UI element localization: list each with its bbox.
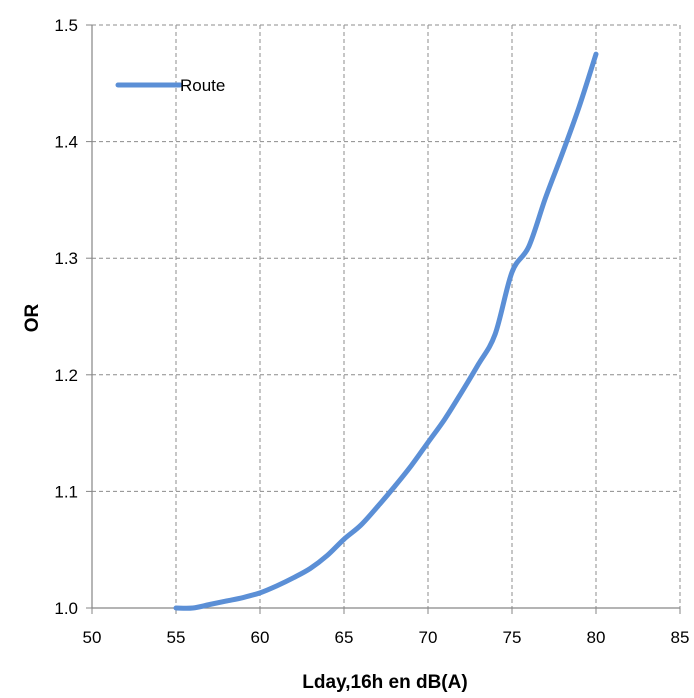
y-tick-label: 1.2 [54, 366, 78, 385]
y-axis-title: OR [22, 303, 43, 332]
gridlines [92, 24, 680, 608]
y-tick-label: 1.3 [54, 249, 78, 268]
series-layer [173, 51, 599, 611]
y-tick-label: 1.0 [54, 599, 78, 618]
y-tick-label: 1.4 [54, 133, 78, 152]
x-tick-label: 55 [167, 628, 186, 647]
x-tick-label: 70 [419, 628, 438, 647]
x-tick-label: 80 [587, 628, 606, 647]
series-line-route [173, 51, 599, 611]
x-tick-label: 60 [251, 628, 270, 647]
legend-label-route: Route [180, 76, 225, 95]
x-axis-title: Lday,16h en dB(A) [302, 672, 467, 693]
x-tick-label: 85 [671, 628, 690, 647]
legend: Route [115, 76, 225, 95]
x-tick-label: 50 [83, 628, 102, 647]
y-tick-label: 1.1 [54, 482, 78, 501]
y-tick-label: 1.5 [54, 16, 78, 35]
x-tick-label: 75 [503, 628, 522, 647]
x-tick-label: 65 [335, 628, 354, 647]
tick-labels: 50 55 60 65 70 75 80 85 1.0 1.1 1.2 1.3 1.4 1.5 [54, 16, 689, 647]
plot-frame [86, 24, 681, 614]
